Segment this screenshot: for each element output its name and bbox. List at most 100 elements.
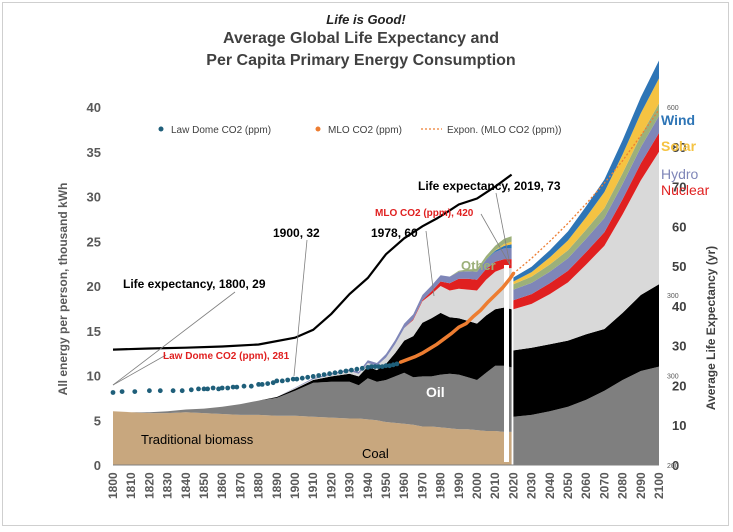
annotation-leaders	[112, 192, 511, 386]
annotation-le-1900: 1900, 32	[273, 226, 320, 240]
law-dome-point	[294, 376, 300, 382]
law-dome-point	[394, 361, 400, 367]
law-dome-point	[380, 364, 385, 369]
y2-tick-label: 10	[672, 418, 686, 433]
x-tick-label: 2020	[506, 472, 520, 499]
y-tick-label: 0	[94, 458, 101, 473]
co2-tick-label: 200	[667, 463, 679, 470]
label-other: Other	[461, 258, 496, 273]
life-expectancy-line	[112, 173, 513, 351]
y-tick-label: 20	[87, 279, 101, 294]
law-dome-point	[259, 382, 265, 387]
law-dome-point	[256, 382, 261, 387]
x-tick-label: 1960	[397, 472, 411, 499]
x-tick-label: 1890	[270, 472, 284, 499]
y2-tick-label: 0	[672, 458, 679, 473]
law-dome-point	[321, 372, 327, 377]
law-dome-point	[338, 369, 343, 375]
x-tick-label: 1910	[306, 472, 320, 499]
law-dome-point	[265, 381, 271, 386]
x-tick-label: 1830	[161, 472, 175, 499]
label-traditional-biomass: Traditional biomass	[141, 432, 254, 447]
y-tick-label: 35	[87, 145, 101, 160]
co2-tick-label: 300	[667, 374, 679, 381]
legend-mlo-label: MLO CO2 (ppm)	[328, 125, 402, 136]
x-tick-label: 1970	[415, 472, 429, 499]
annotation-law-dome-1800: Law Dome CO2 (ppm), 281	[163, 351, 290, 362]
mlo-co2-line	[398, 271, 516, 364]
x-tick-label: 2100	[652, 472, 666, 499]
y-tick-label: 10	[87, 369, 101, 384]
legend: Law Dome CO2 (ppm) MLO CO2 (ppm) Expon. …	[158, 125, 561, 136]
y2-tick-label: 50	[672, 259, 686, 274]
projection-areas	[513, 60, 659, 465]
law-dome-point	[205, 386, 211, 392]
x-tick-label: 2080	[616, 472, 630, 499]
law-dome-point	[285, 377, 291, 383]
law-dome-point	[157, 388, 163, 394]
law-dome-point	[387, 363, 392, 369]
law-dome-point	[354, 366, 360, 372]
law-dome-point	[349, 367, 354, 373]
y2-axis-label: Average Life Expectancy (yr)	[704, 246, 718, 410]
x-tick-label: 2090	[634, 472, 648, 499]
law-dome-point	[119, 389, 125, 394]
x-tick-label: 2030	[525, 472, 539, 499]
law-dome-point	[230, 384, 236, 390]
area-oil-area	[113, 307, 512, 413]
law-dome-point	[234, 384, 240, 390]
law-dome-point	[225, 385, 231, 391]
law-dome-point	[369, 364, 374, 369]
law-dome-point	[390, 362, 396, 368]
chart: Life is Good! Average Global Life Expect…	[56, 12, 718, 499]
law-dome-point	[290, 376, 296, 382]
law-dome-point	[188, 387, 194, 393]
x-tick-label: 2060	[579, 472, 593, 499]
y-tick-label: 30	[87, 190, 101, 205]
legend-mlo-marker	[315, 126, 321, 132]
law-dome-point	[210, 385, 216, 391]
annotation-le-2019: Life expectancy, 2019, 73	[418, 179, 561, 193]
x-tick-label: 2050	[561, 472, 575, 499]
annotation-le-1800: Life expectancy, 1800, 29	[123, 277, 266, 291]
y2-tick-label: 40	[672, 299, 686, 314]
divider-bar	[504, 265, 509, 462]
y2-tick-label: 60	[672, 219, 686, 234]
law-dome-point	[147, 388, 152, 394]
area-traditional-biomass-area	[113, 411, 512, 465]
law-dome-point	[279, 378, 285, 384]
law-dome-point	[327, 371, 332, 377]
x-tick-label: 1870	[233, 472, 247, 499]
law-dome-point	[316, 373, 322, 378]
x-tick-label: 1880	[252, 472, 266, 499]
law-dome-point	[372, 364, 378, 369]
law-dome-point	[376, 364, 382, 369]
projection-coal-area	[513, 366, 659, 465]
figure-frame: Life is Good! Average Global Life Expect…	[2, 2, 729, 526]
tick-labels: 1800 1810 1820 1830 1840 1850 1860 1870 1880 1890…	[87, 100, 687, 499]
x-tick-label: 1950	[379, 472, 393, 499]
x-tick-label: 1990	[452, 472, 466, 499]
law-dome-point	[216, 386, 222, 392]
law-dome-point	[170, 388, 176, 394]
x-tick-label: 2040	[543, 472, 557, 499]
x-tick-label: 1810	[124, 472, 138, 499]
law-dome-point	[383, 363, 389, 369]
co2-tick-label: 300	[667, 293, 679, 300]
legend-law-dome-marker	[158, 126, 164, 132]
x-tick-label: 2010	[488, 472, 502, 499]
law-dome-point	[305, 374, 311, 380]
chart-subtitle: Life is Good!	[326, 12, 406, 27]
law-dome-point	[201, 386, 207, 392]
projection-gas-area	[513, 151, 659, 351]
expon-mlo-line	[512, 109, 660, 274]
projection-oil-area	[513, 284, 659, 417]
energy-areas	[113, 236, 512, 465]
x-tick-label: 1920	[324, 472, 338, 499]
y-axis-label: All energy per person, thousand kWh	[56, 183, 70, 396]
x-tick-label: 1900	[288, 472, 302, 499]
x-tick-label: 1930	[343, 472, 357, 499]
chart-title-line1: Average Global Life Expectancy and	[223, 30, 499, 47]
y2-tick-label: 30	[672, 339, 686, 354]
annotation-le-1978: 1978, 60	[371, 226, 418, 240]
